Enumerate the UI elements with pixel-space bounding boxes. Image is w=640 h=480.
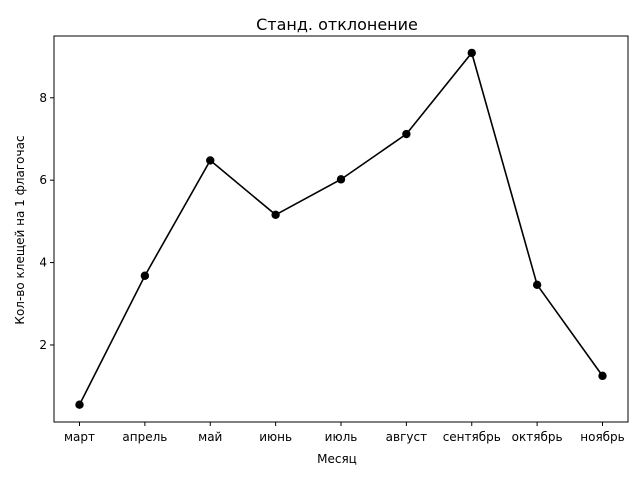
x-tick-label: октябрь [512, 430, 563, 444]
data-point [271, 210, 280, 219]
series-line [78, 51, 604, 406]
x-tick-label: август [386, 430, 427, 444]
x-tick-label: сентябрь [443, 430, 501, 444]
plot-area: март апрель май июнь июль август сентябрь октяб… [39, 35, 629, 444]
y-tick-label: 2 [39, 338, 47, 352]
data-point [402, 129, 411, 139]
chart-title: Станд. отклонение [256, 15, 418, 34]
x-tick-label: июнь [259, 430, 292, 444]
data-point [532, 280, 542, 290]
x-tick-label: март [64, 430, 95, 444]
data-point [467, 48, 476, 58]
data-point [336, 175, 346, 184]
data-point [598, 371, 607, 381]
x-tick-label: апрель [122, 430, 167, 444]
x-tick-label: ноябрь [580, 430, 625, 444]
x-tick-label: май [198, 430, 222, 444]
x-tick-label: июль [325, 430, 358, 444]
plot-frame [53, 35, 629, 423]
y-tick-label: 4 [39, 256, 47, 270]
data-point [206, 156, 215, 165]
data-point [140, 271, 150, 280]
y-tick-label: 6 [39, 173, 47, 187]
y-axis-label: Кол-во клещей на 1 флагочас [13, 135, 27, 324]
y-tick-label: 8 [39, 91, 47, 105]
data-point [75, 400, 84, 409]
x-axis-label: Месяц [317, 452, 357, 466]
